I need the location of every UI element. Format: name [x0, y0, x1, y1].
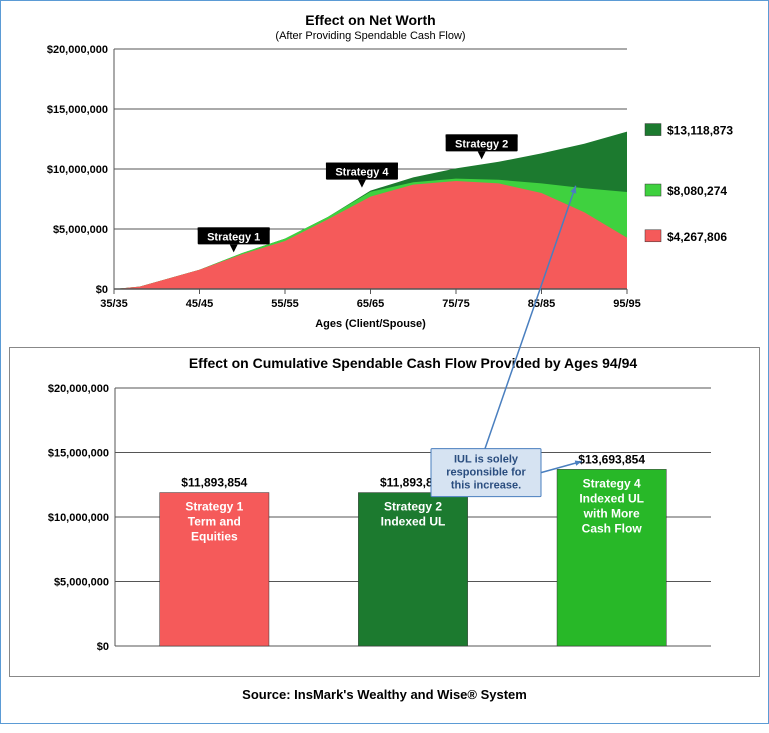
y-tick: $10,000,000 — [47, 164, 108, 176]
y-tick: $10,000,000 — [48, 512, 109, 524]
legend-value: $8,080,274 — [667, 184, 727, 198]
bar-label: Term and — [188, 515, 241, 529]
y-tick: $20,000,000 — [48, 383, 109, 395]
bar-value: $11,893,854 — [181, 476, 247, 490]
bar-label: Strategy 2 — [384, 500, 442, 514]
x-tick: 95/95 — [613, 298, 641, 310]
x-tick: 55/55 — [271, 298, 299, 310]
y-tick: $0 — [96, 284, 108, 296]
legend-swatch — [645, 124, 661, 136]
chart-title: Effect on Net Worth — [305, 12, 435, 28]
bar-label: Indexed UL — [579, 491, 644, 505]
y-tick: $5,000,000 — [54, 577, 109, 589]
x-axis-label: Ages (Client/Spouse) — [315, 318, 426, 330]
area-strategy-1 — [114, 181, 627, 289]
legend-swatch — [645, 230, 661, 242]
x-tick: 65/65 — [357, 298, 385, 310]
y-tick: $15,000,000 — [48, 448, 109, 460]
tag-strategy-4: Strategy 4 — [326, 163, 398, 188]
cash-flow-bar-chart: Effect on Cumulative Spendable Cash Flow… — [9, 347, 760, 677]
x-tick: 35/35 — [100, 298, 128, 310]
bar-label: Strategy 1 — [185, 500, 243, 514]
svg-text:Strategy 4: Strategy 4 — [335, 167, 389, 179]
svg-text:IUL is solely: IUL is solely — [454, 454, 519, 466]
legend-swatch — [645, 184, 661, 196]
bar-label: with More — [583, 506, 640, 520]
x-tick: 85/85 — [528, 298, 556, 310]
net-worth-area-chart: Effect on Net Worth (After Providing Spen… — [9, 9, 760, 339]
legend-value: $4,267,806 — [667, 230, 727, 244]
figure-container: Effect on Net Worth (After Providing Spen… — [0, 0, 769, 724]
chart-subtitle: (After Providing Spendable Cash Flow) — [275, 30, 465, 42]
x-tick: 75/75 — [442, 298, 470, 310]
bar-label: Equities — [191, 530, 238, 544]
bottom-chart-svg: Effect on Cumulative Spendable Cash Flow… — [10, 348, 761, 676]
x-tick: 45/45 — [186, 298, 214, 310]
svg-text:Strategy 2: Strategy 2 — [455, 138, 508, 150]
callout: IUL is solelyresponsible forthis increas… — [431, 449, 541, 497]
y-tick: $5,000,000 — [53, 224, 108, 236]
chart-title: Effect on Cumulative Spendable Cash Flow… — [189, 355, 638, 371]
y-tick: $15,000,000 — [47, 104, 108, 116]
legend-value: $13,118,873 — [667, 124, 733, 138]
top-chart-svg: Effect on Net Worth (After Providing Spen… — [9, 9, 762, 339]
svg-text:this increase.: this increase. — [451, 480, 521, 492]
bar-label: Cash Flow — [582, 521, 643, 535]
bar-label: Strategy 4 — [583, 476, 641, 490]
source-footer: Source: InsMark's Wealthy and Wise® Syst… — [9, 687, 760, 702]
svg-text:responsible for: responsible for — [446, 467, 526, 479]
y-tick: $20,000,000 — [47, 44, 108, 56]
bar-label: Indexed UL — [381, 515, 446, 529]
svg-text:Strategy 1: Strategy 1 — [207, 231, 260, 243]
tag-strategy-2: Strategy 2 — [446, 134, 518, 159]
y-tick: $0 — [97, 641, 109, 653]
bar-value: $13,693,854 — [578, 452, 645, 466]
